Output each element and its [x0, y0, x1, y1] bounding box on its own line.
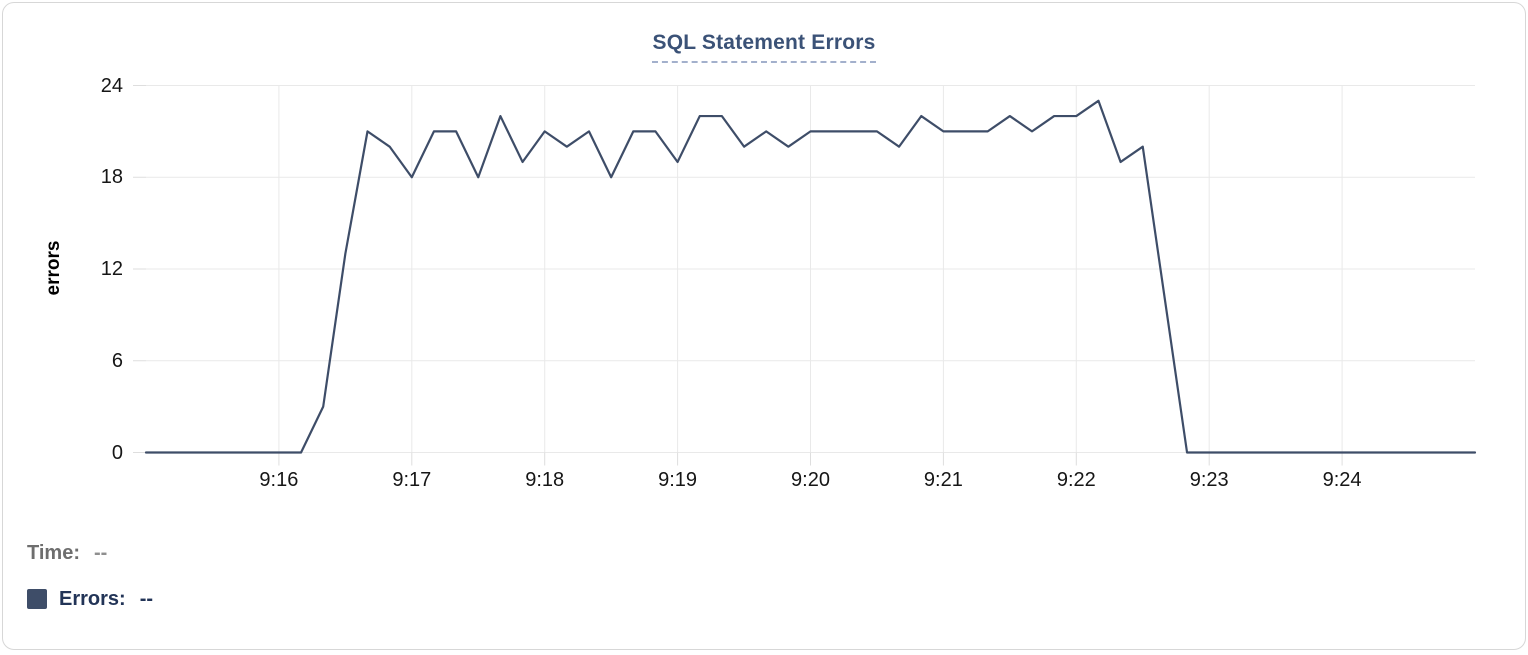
x-tick-label: 9:19 [643, 469, 713, 491]
legend-row-errors[interactable]: Errors: -- [27, 587, 153, 611]
x-tick-label: 9:17 [377, 469, 447, 491]
legend-row-time: Time: -- [27, 541, 153, 565]
x-tick-label: 9:16 [244, 469, 314, 491]
y-axis-label: errors [11, 225, 97, 311]
y-tick-label: 0 [53, 442, 123, 464]
y-tick-label: 6 [53, 350, 123, 372]
legend-errors-label: Errors: [59, 588, 126, 611]
legend-time-value: -- [94, 542, 107, 565]
legend-time-label: Time: [27, 542, 80, 565]
x-tick-label: 9:24 [1307, 469, 1377, 491]
x-tick-label: 9:21 [908, 469, 978, 491]
y-tick-label: 18 [53, 166, 123, 188]
x-tick-label: 9:22 [1041, 469, 1111, 491]
errors-series-marker [27, 589, 47, 609]
x-tick-label: 9:23 [1174, 469, 1244, 491]
y-tick-label: 24 [53, 75, 123, 97]
legend: Time: -- Errors: -- [27, 541, 153, 633]
x-tick-label: 9:18 [510, 469, 580, 491]
chart-plot-area[interactable] [3, 3, 1528, 655]
legend-errors-value: -- [140, 588, 153, 611]
x-tick-label: 9:20 [776, 469, 846, 491]
